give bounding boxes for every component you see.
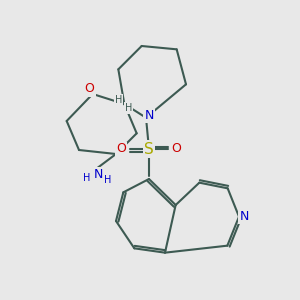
Text: O: O bbox=[85, 82, 94, 95]
Text: H: H bbox=[104, 175, 112, 185]
Text: O: O bbox=[172, 142, 182, 155]
Text: O: O bbox=[116, 142, 126, 155]
Text: H: H bbox=[115, 95, 122, 105]
Text: H: H bbox=[124, 103, 132, 113]
Text: N: N bbox=[144, 109, 154, 122]
Text: H: H bbox=[83, 173, 91, 183]
Text: S: S bbox=[144, 142, 154, 157]
Text: N: N bbox=[239, 210, 249, 223]
Text: N: N bbox=[93, 167, 103, 181]
